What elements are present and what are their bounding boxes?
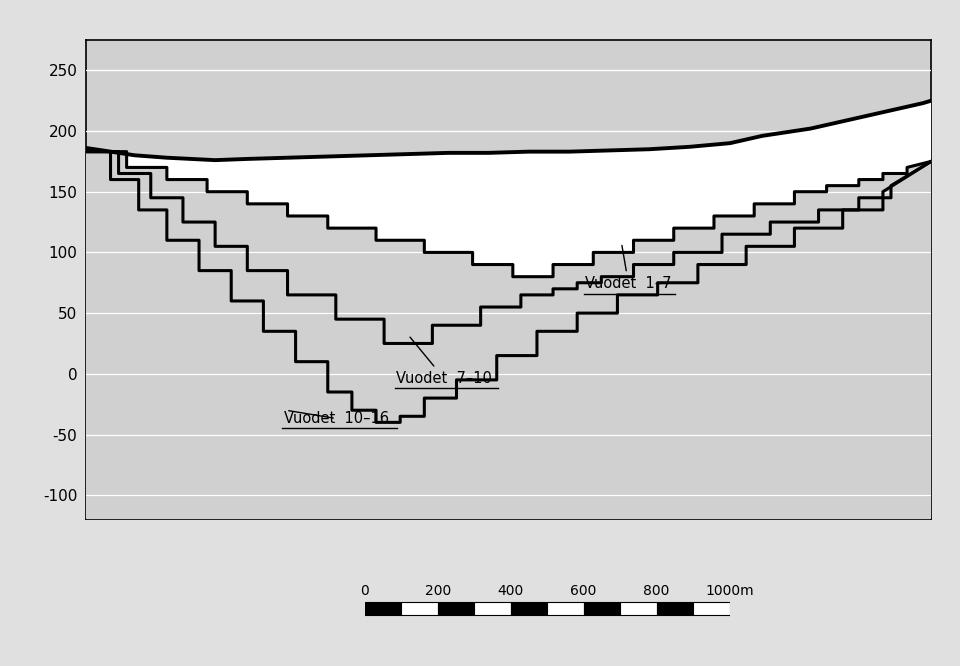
Text: Vuodet  1–7: Vuodet 1–7 — [586, 246, 672, 291]
Polygon shape — [86, 152, 931, 519]
Bar — [474, 602, 511, 615]
Text: 0: 0 — [360, 584, 370, 598]
Polygon shape — [86, 101, 931, 276]
Bar — [547, 602, 584, 615]
Bar — [584, 602, 620, 615]
Polygon shape — [86, 152, 931, 519]
Text: 800: 800 — [643, 584, 670, 598]
Text: 400: 400 — [497, 584, 524, 598]
Bar — [620, 602, 657, 615]
Bar — [511, 602, 547, 615]
Bar — [438, 602, 474, 615]
Bar — [657, 602, 693, 615]
Polygon shape — [86, 101, 931, 344]
Bar — [693, 602, 730, 615]
Bar — [365, 602, 401, 615]
Text: 600: 600 — [570, 584, 597, 598]
Text: Vuodet  10–16: Vuodet 10–16 — [283, 411, 389, 426]
Bar — [401, 602, 438, 615]
Polygon shape — [86, 152, 931, 519]
Text: 200: 200 — [424, 584, 451, 598]
Text: 1000m: 1000m — [706, 584, 754, 598]
Polygon shape — [86, 40, 931, 519]
Text: Vuodet  7–10: Vuodet 7–10 — [396, 337, 492, 386]
Polygon shape — [86, 101, 931, 422]
